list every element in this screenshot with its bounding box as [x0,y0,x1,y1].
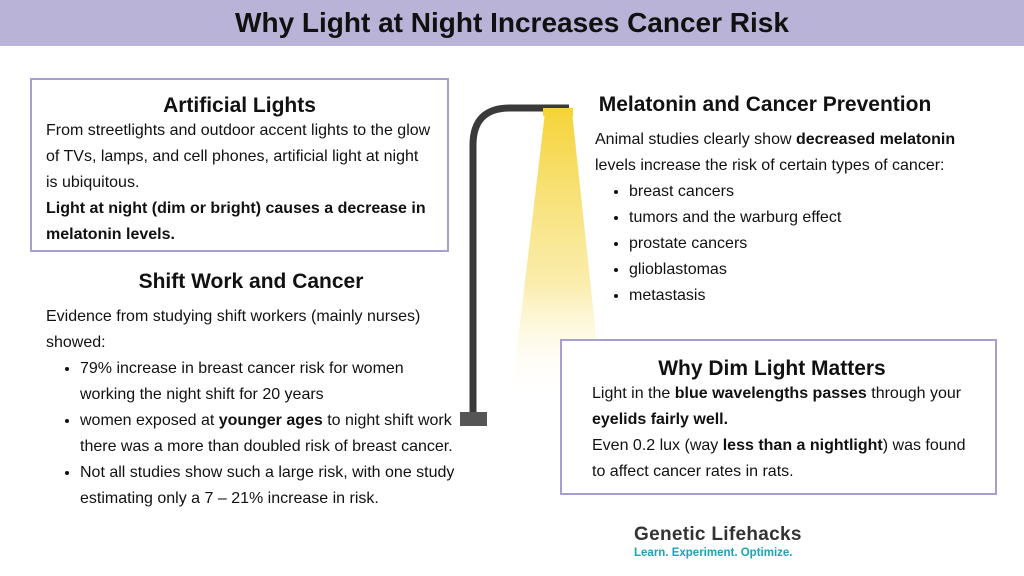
dim-light-heading: Why Dim Light Matters [658,357,886,380]
list-item: women exposed at younger ages to night s… [80,408,456,460]
artificial-lights-box: Artificial Lights From streetlights and … [30,78,449,252]
street-lamp-icon [460,104,603,426]
lamp-base [460,412,487,426]
melatonin-intro-text: levels increase the risk of certain type… [595,157,945,174]
artificial-lights-bold-text: Light at night (dim or bright) causes a … [46,200,426,243]
shift-work-heading: Shift Work and Cancer [138,270,364,293]
artificial-lights-heading: Artificial Lights [163,94,316,117]
melatonin-intro-bold: decreased melatonin [795,131,956,148]
dim-light-box: Why Dim Light Matters Light in the blue … [560,339,997,495]
dim-light-bold: less than a nightlight [722,437,883,454]
lamp-post [469,104,569,412]
melatonin-intro-text: Animal studies clearly show [595,131,796,148]
artificial-lights-text: From streetlights and outdoor accent lig… [46,122,431,191]
list-item: prostate cancers [629,231,995,257]
list-item-text: 79% increase in breast cancer risk for w… [80,360,404,403]
dim-light-text: Light in the [592,385,675,402]
list-item: Not all studies show such a large risk, … [80,460,456,512]
brand-name: Genetic Lifehacks [634,524,802,545]
dim-light-bold: blue wavelengths passes [674,385,867,402]
title-bar: Why Light at Night Increases Cancer Risk [0,0,1024,46]
melatonin-list: breast cancers tumors and the warburg ef… [595,179,995,309]
list-item: 79% increase in breast cancer risk for w… [80,356,456,408]
list-item: glioblastomas [629,257,995,283]
list-item-text: to night shift work there was a more tha… [80,412,453,455]
list-item-text: women exposed at [80,412,219,429]
list-item: metastasis [629,283,995,309]
dim-light-bold: eyelids fairly well. [592,411,729,428]
list-item-bold: younger ages [218,412,323,429]
list-item-text: Not all studies show such a large risk, … [80,464,455,507]
dim-light-text: through your [866,385,962,402]
shift-work-list: 79% increase in breast cancer risk for w… [46,356,456,512]
light-beam [511,112,603,400]
page-title: Why Light at Night Increases Cancer Risk [235,7,789,38]
melatonin-intro: Animal studies clearly show decreased me… [595,127,995,179]
lamp-head [543,108,573,116]
brand-logo: Genetic Lifehacks Learn. Experiment. Opt… [634,524,802,559]
list-item: breast cancers [629,179,995,205]
dim-light-text: Even 0.2 lux (way [592,437,723,454]
melatonin-heading: Melatonin and Cancer Prevention [598,93,932,116]
shift-work-intro: Evidence from studying shift workers (ma… [46,308,421,351]
brand-tagline: Learn. Experiment. Optimize. [634,547,793,559]
dim-light-p2: Even 0.2 lux (way less than a nightlight… [592,433,981,485]
list-item: tumors and the warburg effect [629,205,995,231]
melatonin-section: Melatonin and Cancer Prevention Animal s… [595,93,995,309]
dim-light-p1: Light in the blue wavelengths passes thr… [592,381,981,433]
shift-work-section: Shift Work and Cancer Evidence from stud… [46,270,456,512]
dim-light-text: ) was found to affect cancer rates in ra… [592,437,966,480]
